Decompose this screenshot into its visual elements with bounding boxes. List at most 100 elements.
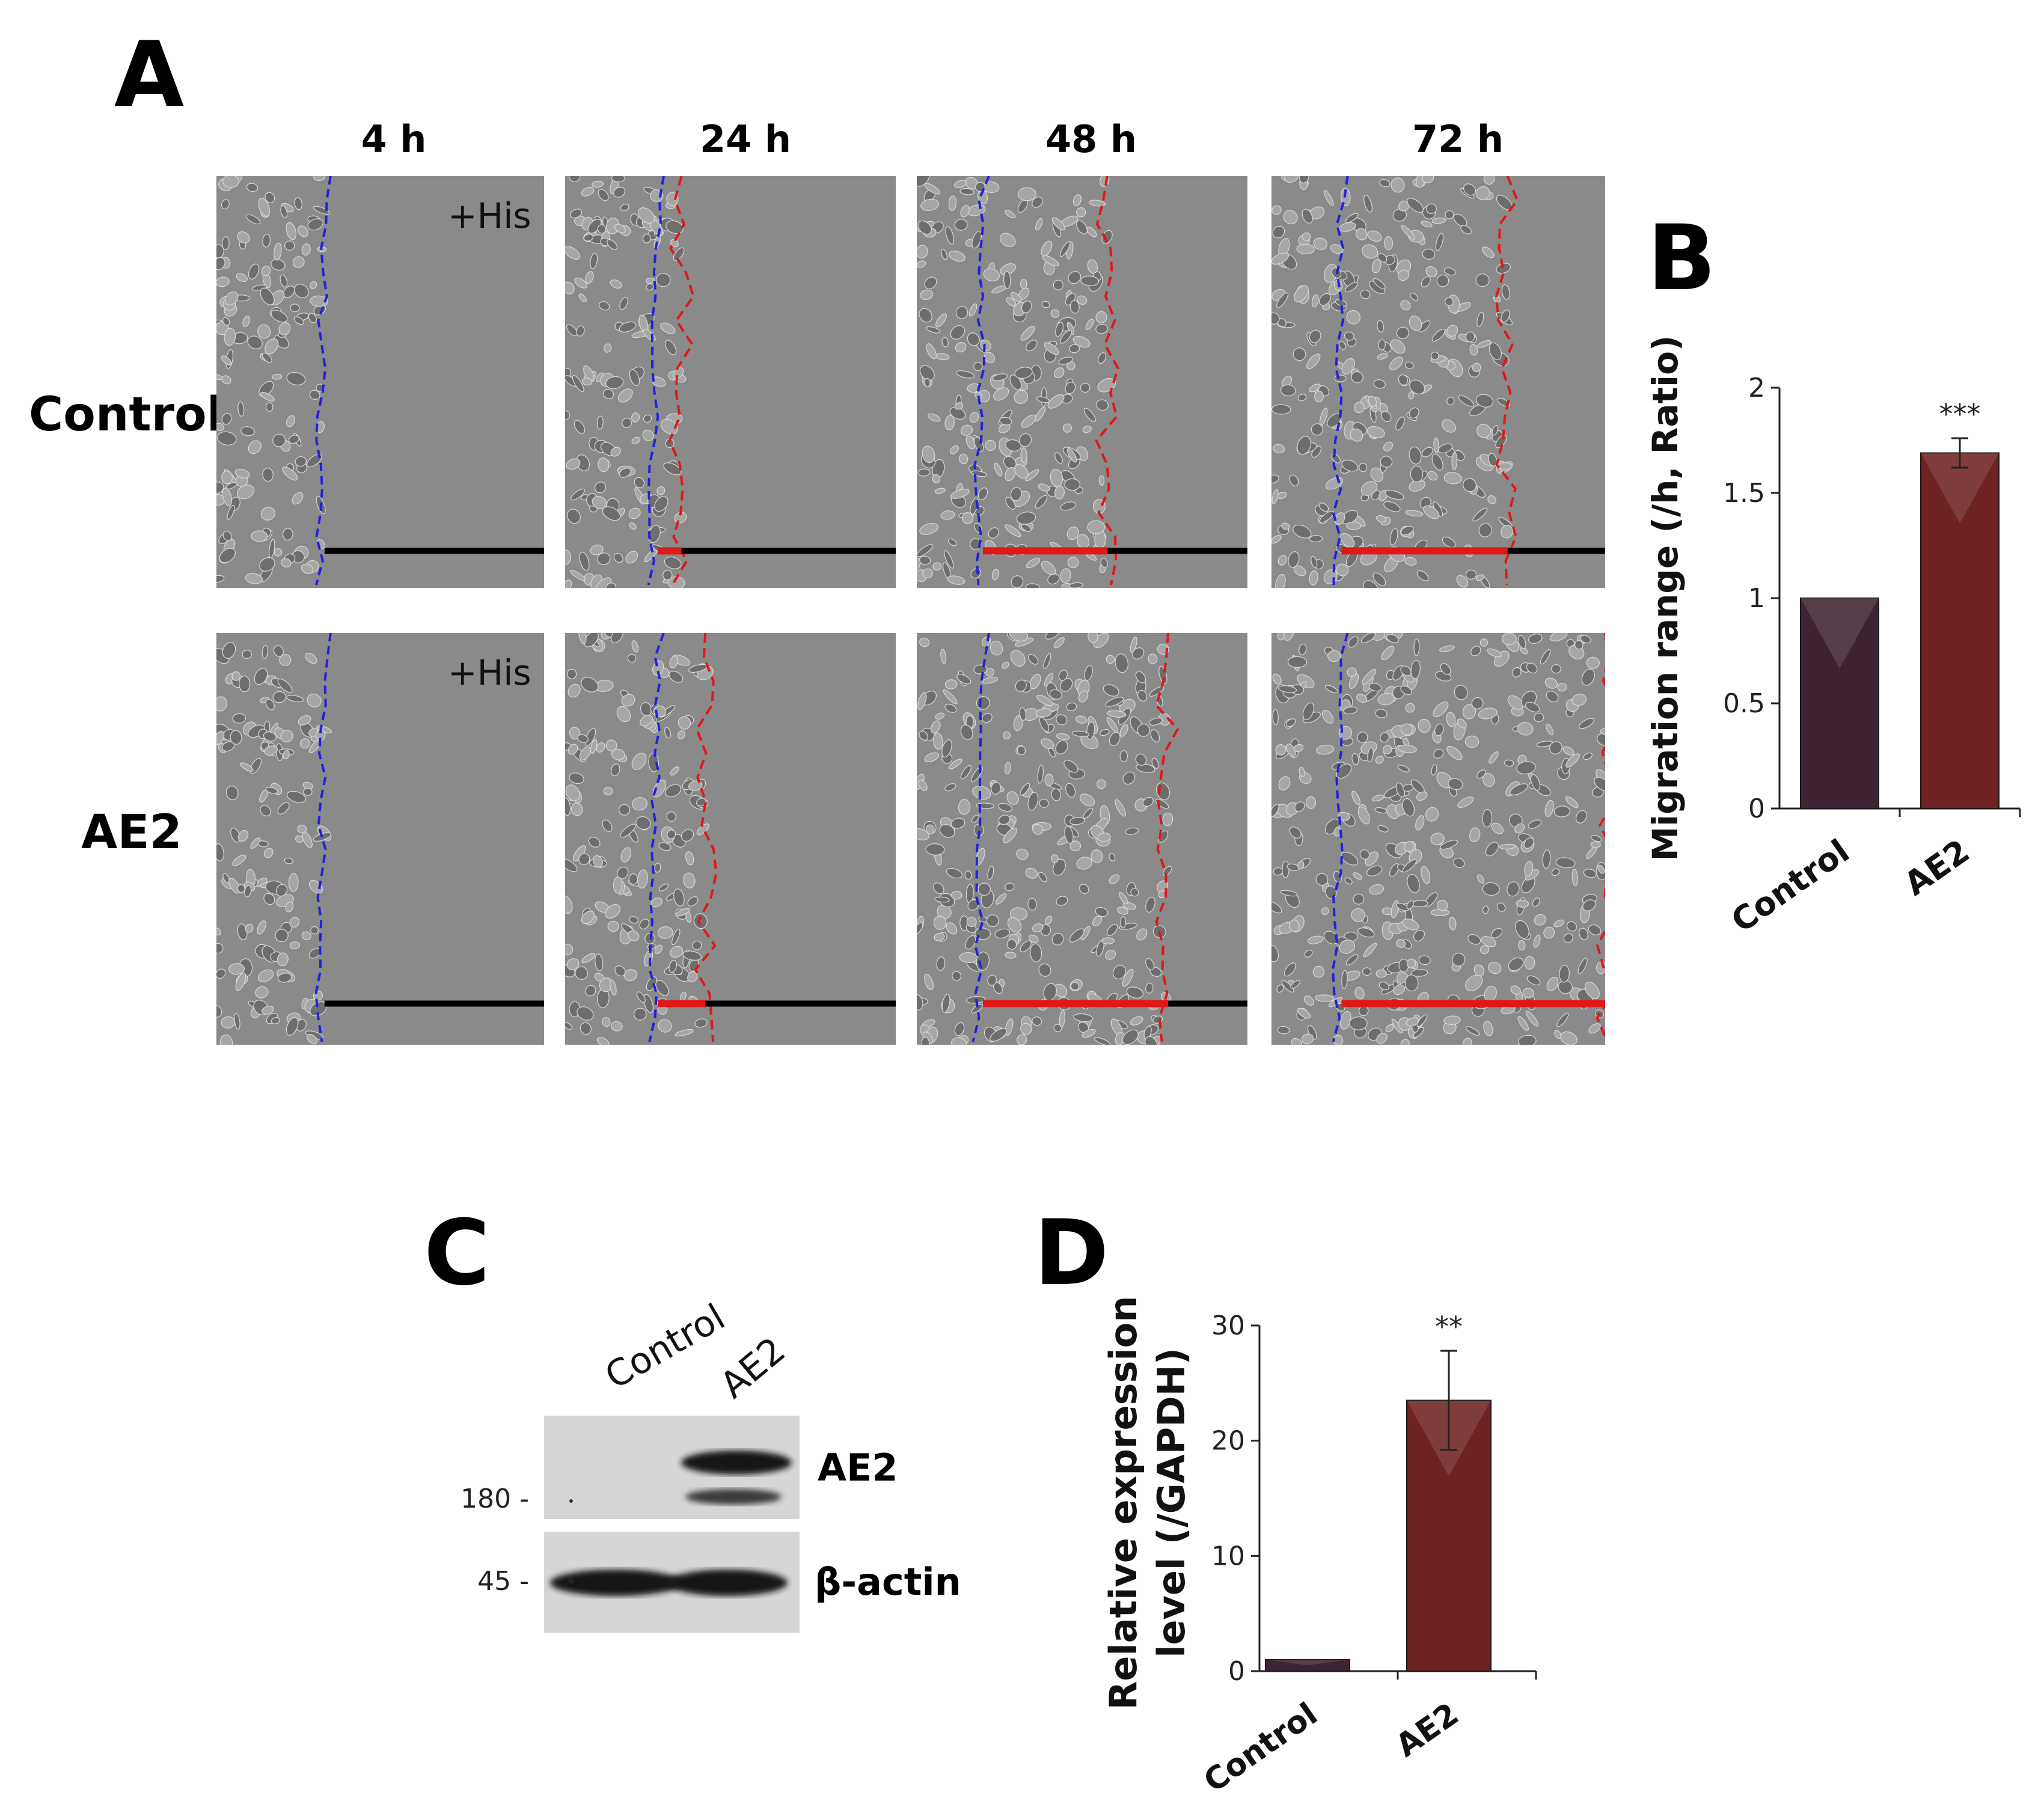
cell-texture (1482, 773, 1495, 787)
cell-texture (1405, 510, 1424, 517)
cell-texture (1088, 200, 1106, 207)
cell-texture (1145, 896, 1155, 913)
cell-texture (1377, 320, 1384, 332)
cell-texture (1571, 694, 1587, 706)
cell-texture (1069, 344, 1080, 353)
cell-texture (597, 552, 611, 566)
cell-texture (947, 575, 965, 585)
cell-texture (1303, 995, 1315, 1006)
cell-texture (1360, 481, 1378, 496)
cell-texture (1487, 962, 1502, 974)
cell-texture (1294, 801, 1305, 812)
cell-texture (1380, 456, 1393, 468)
cell-texture (1350, 428, 1363, 442)
cell-texture (1400, 525, 1414, 536)
cell-texture (667, 830, 676, 839)
cell-texture (571, 803, 583, 816)
cell-texture (1299, 176, 1309, 183)
cell-texture (1066, 361, 1076, 370)
cell-texture (1357, 806, 1370, 825)
cell-texture (1066, 448, 1077, 463)
cell-texture (1096, 779, 1106, 789)
cell-texture (1299, 643, 1307, 656)
cell-texture (1351, 371, 1363, 384)
cell-texture (1284, 633, 1294, 641)
cell-texture (577, 734, 589, 743)
blot-ae2 (544, 1416, 800, 1519)
cell-texture (1109, 874, 1120, 884)
blot-label-ae2: AE2 (818, 1446, 898, 1490)
cell-texture (272, 691, 286, 703)
cell-texture (1462, 704, 1476, 720)
time-label-24h: 24 h (699, 117, 791, 161)
cell-texture (1276, 984, 1284, 993)
cell-texture (665, 784, 682, 798)
cell-texture (962, 512, 974, 524)
cell-texture (282, 528, 293, 541)
cell-texture (1422, 176, 1434, 183)
cell-texture (271, 258, 286, 271)
cell-texture (1275, 744, 1287, 756)
cell-texture (1316, 744, 1335, 755)
cell-texture (1406, 900, 1414, 910)
cell-texture (999, 417, 1012, 426)
cell-texture (231, 671, 241, 681)
y-tick-label: 1 (1748, 583, 1765, 614)
cell-texture (1523, 837, 1534, 849)
cell-texture (286, 222, 297, 240)
cell-texture (1577, 958, 1588, 974)
cell-texture (1067, 557, 1079, 569)
cell-texture (260, 287, 275, 305)
cell-texture (310, 295, 329, 307)
cell-texture (1278, 555, 1287, 566)
cell-texture (930, 720, 941, 734)
cell-texture (1362, 668, 1377, 685)
micrograph-control-1 (565, 176, 896, 588)
cell-texture (1306, 353, 1321, 369)
micrograph-field (917, 176, 1247, 588)
cell-texture (1288, 551, 1300, 568)
cell-texture (1560, 1031, 1577, 1045)
cell-texture (1055, 740, 1068, 754)
cell-texture (1391, 900, 1400, 919)
cell-texture (1409, 316, 1422, 331)
cell-texture (1402, 798, 1415, 817)
cell-texture (1362, 244, 1378, 259)
cell-texture (1126, 986, 1144, 998)
cell-texture (1363, 580, 1378, 588)
cell-texture (284, 240, 295, 251)
cell-texture (1043, 653, 1051, 670)
cell-texture (264, 745, 278, 756)
cell-texture (235, 972, 246, 991)
cell-texture (1080, 382, 1091, 393)
cell-texture (577, 1006, 594, 1021)
cell-texture (616, 706, 631, 723)
cell-texture (941, 337, 949, 347)
cell-texture (1532, 897, 1540, 907)
cell-texture (1271, 535, 1282, 544)
cell-texture (1406, 1017, 1419, 1027)
cell-texture (222, 317, 230, 326)
blot-actin-speck (568, 1578, 574, 1584)
micrograph-field (917, 633, 1247, 1045)
cell-texture (1299, 766, 1305, 777)
cell-texture (1122, 771, 1136, 785)
cell-texture (1084, 665, 1093, 681)
initial-wound-edge (648, 633, 665, 1042)
cell-texture (1499, 843, 1516, 850)
cell-texture (918, 779, 928, 791)
cell-texture (646, 283, 654, 291)
cell-texture (568, 683, 581, 698)
cell-texture (216, 943, 224, 954)
cell-texture (1410, 969, 1428, 977)
cell-texture (1359, 849, 1370, 860)
cell-texture (1122, 968, 1134, 987)
cell-texture (1381, 646, 1395, 660)
cell-texture (308, 879, 323, 894)
cell-texture (244, 885, 252, 897)
cell-texture (1491, 822, 1504, 834)
cell-texture (1367, 747, 1374, 763)
cell-texture (1493, 295, 1501, 303)
cell-texture (1540, 649, 1551, 665)
panel-letter-c: C (424, 1201, 491, 1306)
